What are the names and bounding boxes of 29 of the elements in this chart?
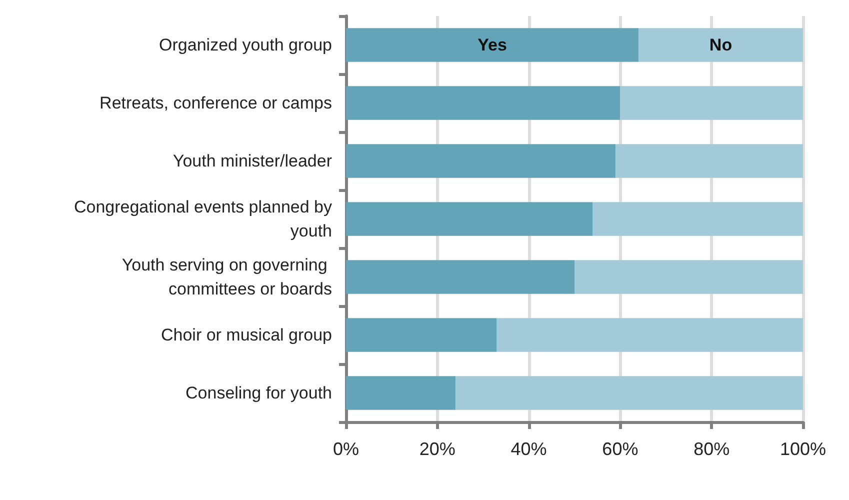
bar bbox=[346, 86, 620, 120]
y-tick-label: Youth minister/leader bbox=[172, 152, 332, 170]
bar bbox=[346, 144, 616, 178]
bar bbox=[620, 86, 803, 120]
x-tick-label: 40% bbox=[510, 439, 547, 459]
bar bbox=[592, 202, 803, 236]
series-label: No bbox=[709, 36, 732, 54]
bar bbox=[346, 202, 593, 236]
y-tick-label: Retreats, conference or camps bbox=[100, 94, 332, 112]
x-tick-label: 80% bbox=[694, 439, 730, 459]
bar bbox=[616, 144, 803, 178]
x-tick-label: 20% bbox=[419, 439, 456, 459]
y-tick-label: Choir or musical group bbox=[160, 326, 332, 344]
y-tick-label: Organized youth group bbox=[159, 36, 332, 54]
bar bbox=[456, 376, 803, 410]
bar bbox=[638, 28, 803, 62]
x-tick-label: 0% bbox=[332, 439, 360, 459]
bar bbox=[346, 260, 574, 294]
y-tick-label: Youth serving on governing committees or boards bbox=[122, 256, 332, 298]
series-label: Yes bbox=[478, 36, 507, 54]
bar bbox=[346, 376, 456, 410]
x-tick-label: 100% bbox=[780, 439, 826, 459]
y-tick-label: Conseling for youth bbox=[186, 384, 332, 402]
bar bbox=[346, 318, 497, 352]
y-tick-label: Congregational events planned by youth bbox=[74, 198, 332, 240]
x-tick-label: 60% bbox=[602, 439, 638, 459]
bar bbox=[496, 318, 803, 352]
bar bbox=[346, 28, 638, 62]
bar bbox=[574, 260, 803, 294]
